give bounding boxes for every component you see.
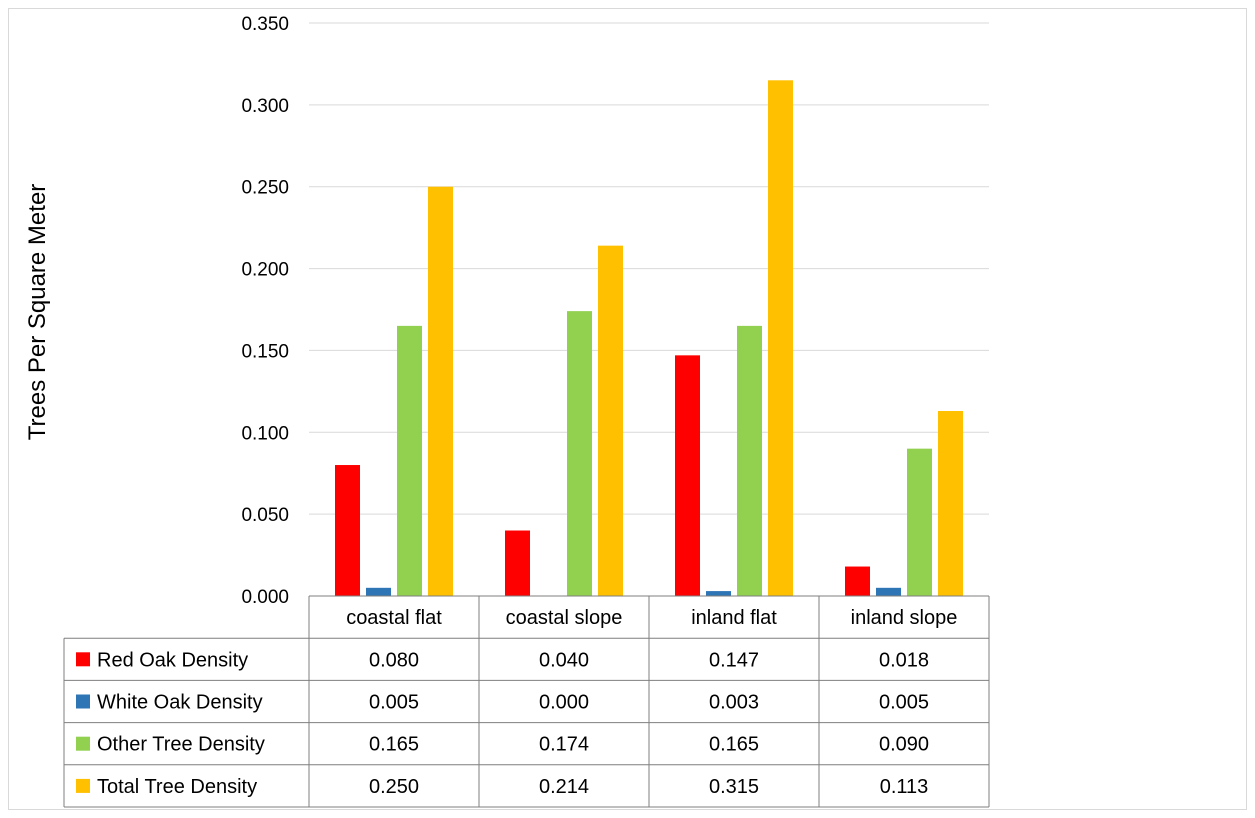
- data-label: 0.165: [709, 734, 759, 756]
- data-label: 0.165: [369, 734, 419, 756]
- legend-label: Total Tree Density: [97, 776, 257, 798]
- data-label: 0.000: [539, 692, 589, 714]
- data-label: 0.080: [369, 649, 419, 671]
- y-tick-label: 0.300: [241, 96, 289, 117]
- y-tick-label: 0.000: [241, 587, 289, 608]
- y-tick-label: 0.150: [241, 341, 289, 362]
- data-label: 0.040: [539, 649, 589, 671]
- y-axis-ticks: 0.000 0.050 0.100 0.150 0.200 0.250 0.300 0.350: [241, 14, 289, 608]
- legend-label: White Oak Density: [97, 692, 263, 714]
- category-label: coastal slope: [506, 607, 623, 629]
- legend-swatch: [76, 652, 90, 667]
- data-label: 0.113: [880, 776, 929, 798]
- bar: [366, 587, 391, 596]
- category-label: inland slope: [851, 607, 958, 629]
- data-label: 0.018: [879, 649, 929, 671]
- bar: [876, 587, 901, 596]
- data-label: 0.005: [369, 692, 419, 714]
- data-label: 0.147: [709, 649, 759, 671]
- y-tick-label: 0.250: [241, 178, 289, 199]
- bar: [907, 448, 932, 596]
- bar: [768, 80, 793, 597]
- bar: [428, 186, 453, 596]
- bar: [706, 591, 731, 596]
- data-label: 0.315: [709, 776, 759, 798]
- bar: [335, 465, 360, 596]
- y-tick-label: 0.350: [241, 14, 289, 35]
- data-label: 0.214: [539, 776, 589, 798]
- category-label: coastal flat: [346, 607, 442, 629]
- data-label: 0.174: [539, 734, 589, 756]
- bar: [567, 311, 592, 596]
- bar: [938, 411, 963, 596]
- data-label: 0.250: [369, 776, 419, 798]
- category-label: inland flat: [691, 607, 777, 629]
- bar: [845, 566, 870, 596]
- data-label: 0.005: [879, 692, 929, 714]
- chart-frame: [8, 8, 1247, 810]
- data-label: 0.090: [879, 734, 929, 756]
- data-table: coastal flat coastal slope inland flat inla…: [63, 595, 990, 808]
- bar: [675, 355, 700, 596]
- legend-swatch: [76, 778, 90, 793]
- bar: [397, 325, 422, 596]
- legend-label: Other Tree Density: [97, 734, 265, 756]
- gridlines: [309, 22, 989, 515]
- bar: [598, 245, 623, 596]
- bar: [737, 325, 762, 596]
- y-tick-label: 0.050: [241, 505, 289, 526]
- y-tick-label: 0.100: [241, 423, 289, 444]
- y-tick-label: 0.200: [241, 260, 289, 281]
- legend-label: Red Oak Density: [97, 649, 248, 671]
- bars: [335, 80, 963, 597]
- data-label: 0.003: [709, 692, 759, 714]
- legend-swatch: [76, 694, 90, 709]
- y-axis-label: Trees Per Square Meter: [24, 184, 51, 441]
- bar: [505, 530, 530, 596]
- legend-swatch: [76, 736, 90, 751]
